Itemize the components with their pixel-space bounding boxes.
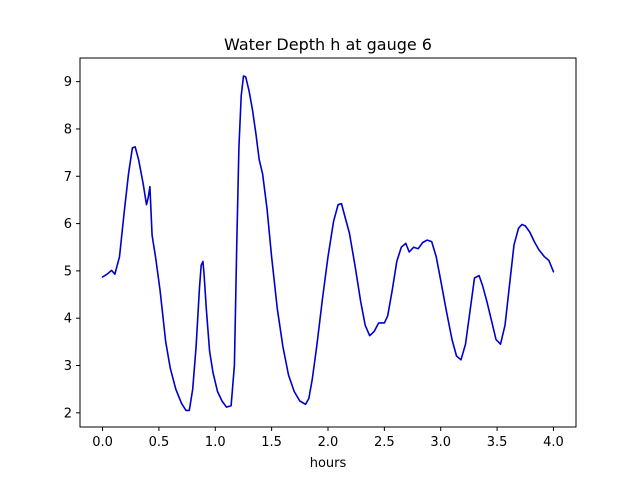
y-tick-label: 9 — [64, 75, 72, 90]
x-tick-label: 4.0 — [543, 435, 564, 450]
x-tick-label: 2.0 — [318, 435, 339, 450]
plot-area — [101, 75, 555, 412]
x-tick-label: 3.5 — [487, 435, 508, 450]
y-tick-label: 3 — [64, 359, 72, 374]
x-tick-label: 1.5 — [261, 435, 282, 450]
y-tick-label: 2 — [64, 406, 72, 421]
x-tick-label: 3.0 — [430, 435, 451, 450]
y-tick-label: 4 — [64, 312, 72, 327]
x-tick-label: 0.5 — [149, 435, 170, 450]
y-tick-label: 5 — [64, 264, 72, 279]
x-tick-label: 0.0 — [92, 435, 113, 450]
y-tick-label: 7 — [64, 170, 72, 185]
x-axis-label: hours — [310, 456, 347, 471]
y-axis-ticks: 2 3 4 5 6 7 8 9 — [64, 75, 80, 421]
plot-frame — [79, 57, 577, 428]
series-line-0 — [101, 75, 555, 412]
x-axis-ticks: 0.0 0.5 1.0 1.5 2.0 2.5 3.0 3.5 4.0 — [92, 427, 564, 450]
y-tick-label: 6 — [64, 217, 72, 232]
x-tick-label: 2.5 — [374, 435, 395, 450]
x-tick-label: 1.0 — [205, 435, 226, 450]
y-tick-label: 8 — [64, 122, 72, 137]
chart-title: Water Depth h at gauge 6 — [224, 35, 432, 54]
